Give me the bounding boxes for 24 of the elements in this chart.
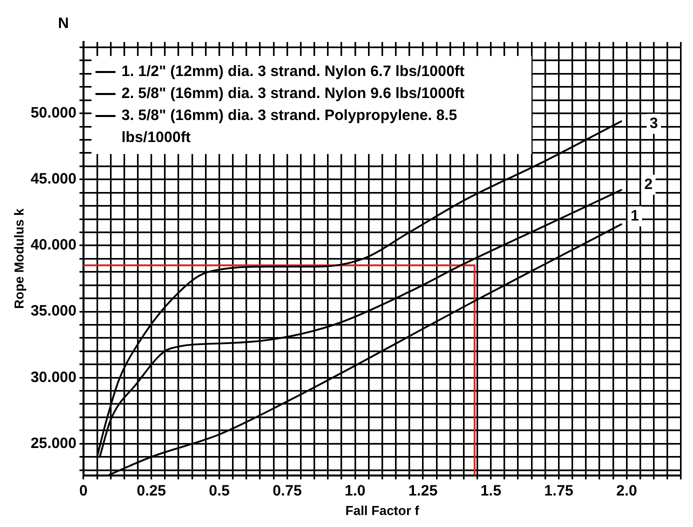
y-axis-title: Rope Modulus k [11,208,26,309]
x-tick-label: 2.0 [616,482,638,500]
x-tick-label: 1.75 [544,482,574,500]
y-tick-label: 45.000 [30,170,76,188]
annotation: 3 [650,115,658,132]
y-tick-label: 50.000 [30,104,76,122]
legend-label: 1. 1/2" (12mm) dia. 3 strand. Nylon 6.7 lbs/1000ft [121,63,465,80]
y-tick-label: 35.000 [30,302,76,320]
y-tick-label: 30.000 [30,368,76,386]
y-tick-label: 40.000 [30,236,76,254]
legend-label: 3. 5/8" (16mm) dia. 3 strand. Polypropylene. 8.5 lbs/1000ft [121,107,458,146]
legend-label: 2. 5/8" (16mm) dia. 3 strand. Nylon 9.6 lbs/1000ft [121,85,465,102]
x-axis-title: Fall Factor f [345,502,420,518]
x-tick-label: 0 [79,482,88,500]
annotation: 1 [630,208,639,225]
x-tick-label: 1.0 [344,482,366,500]
x-tick-label: 1.5 [480,482,502,500]
x-tick-label: 0.25 [136,482,166,500]
x-tick-label: 0.75 [272,482,302,500]
x-tick-label: 1.25 [408,482,438,500]
y-tick-label: 25.000 [30,434,76,452]
x-tick-label: 0.5 [208,482,230,500]
annotation: 2 [644,176,653,193]
text: N [58,15,69,32]
